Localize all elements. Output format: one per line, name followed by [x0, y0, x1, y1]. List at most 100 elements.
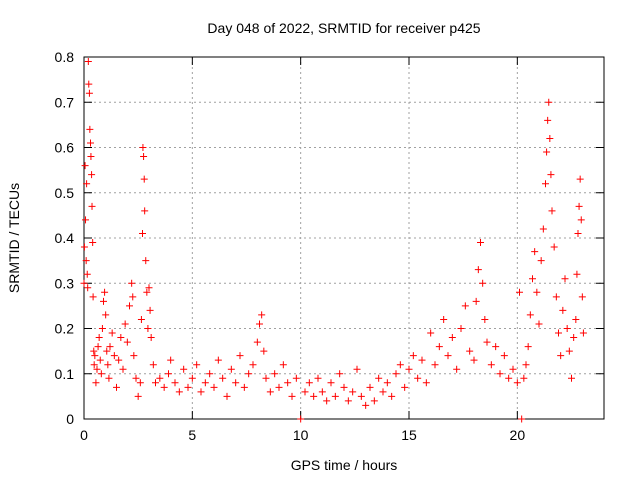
data-point — [117, 334, 125, 342]
grid-lines — [84, 57, 604, 419]
data-point — [188, 374, 196, 382]
data-point — [396, 361, 404, 369]
data-point — [84, 284, 92, 292]
data-point — [266, 388, 274, 396]
data-point — [275, 383, 283, 391]
data-point — [134, 392, 142, 400]
data-point — [422, 379, 430, 387]
data-point — [492, 343, 500, 351]
data-point — [565, 347, 573, 355]
data-point — [91, 352, 99, 360]
data-point — [284, 379, 292, 387]
data-point — [142, 257, 150, 265]
x-tick-label: 0 — [80, 427, 88, 443]
data-point — [522, 361, 530, 369]
data-point — [547, 171, 555, 179]
y-tick-label: 0.2 — [55, 321, 75, 337]
data-point — [474, 266, 482, 274]
data-point — [496, 370, 504, 378]
data-point — [256, 320, 263, 328]
data-point — [288, 392, 296, 400]
data-point — [94, 343, 102, 351]
data-point — [100, 297, 107, 305]
data-point — [103, 347, 111, 355]
data-point — [144, 325, 152, 332]
data-point — [559, 306, 567, 314]
data-point — [427, 329, 435, 337]
data-point — [260, 347, 268, 355]
data-point — [531, 248, 539, 256]
data-point — [140, 175, 148, 183]
data-point — [418, 356, 426, 364]
data-point — [87, 139, 94, 147]
data-point — [466, 347, 474, 355]
data-point — [292, 374, 300, 382]
data-point — [537, 257, 545, 265]
data-point — [357, 392, 365, 400]
data-point — [175, 388, 183, 396]
data-point — [227, 365, 235, 373]
data-point — [344, 397, 352, 405]
data-point — [258, 311, 266, 319]
data-point — [147, 334, 155, 342]
data-point — [570, 334, 578, 342]
data-point — [165, 370, 172, 378]
data-point — [579, 329, 587, 337]
data-point — [98, 325, 106, 332]
data-point — [444, 352, 452, 360]
data-point — [513, 379, 521, 387]
data-point — [152, 379, 159, 387]
data-point — [539, 225, 547, 233]
data-point — [180, 365, 188, 373]
data-point — [108, 329, 116, 337]
data-point — [279, 361, 287, 369]
data-point — [245, 370, 253, 378]
data-point — [366, 383, 374, 391]
y-axis-label: SRMTID / TECUs — [6, 183, 22, 293]
data-point — [483, 338, 491, 346]
data-point — [310, 392, 318, 400]
data-point — [139, 144, 147, 151]
data-point — [331, 392, 339, 400]
data-point — [563, 325, 571, 332]
data-point — [136, 379, 144, 387]
data-point — [197, 388, 205, 396]
data-point — [327, 379, 335, 387]
data-point — [575, 202, 583, 210]
x-axis-label: GPS time / hours — [291, 457, 398, 473]
x-tick-label: 15 — [401, 427, 417, 443]
data-point — [388, 392, 396, 400]
data-point — [271, 370, 279, 378]
data-point — [518, 415, 526, 423]
data-point — [236, 352, 244, 360]
data-point — [90, 347, 98, 355]
y-tick-label: 0.5 — [55, 185, 75, 201]
data-point — [577, 216, 585, 224]
data-point — [526, 311, 534, 319]
data-point — [379, 388, 387, 396]
data-point — [86, 125, 94, 133]
data-point — [184, 383, 192, 391]
data-point — [555, 329, 562, 337]
data-point — [375, 374, 383, 382]
data-point — [137, 315, 145, 323]
data-point — [141, 207, 149, 215]
data-point — [85, 80, 93, 88]
data-point — [305, 379, 313, 387]
data-point — [119, 365, 127, 373]
data-point — [113, 383, 120, 391]
data-point — [160, 383, 168, 391]
data-point — [370, 397, 378, 405]
data-point — [232, 379, 240, 387]
data-point — [546, 134, 554, 142]
data-point — [409, 352, 417, 360]
data-point — [128, 279, 136, 287]
data-point — [520, 374, 528, 382]
data-point — [156, 374, 164, 382]
data-point — [171, 379, 179, 387]
data-point — [123, 338, 131, 346]
data-point — [89, 239, 97, 247]
data-point — [297, 415, 305, 423]
data-point — [453, 365, 461, 373]
